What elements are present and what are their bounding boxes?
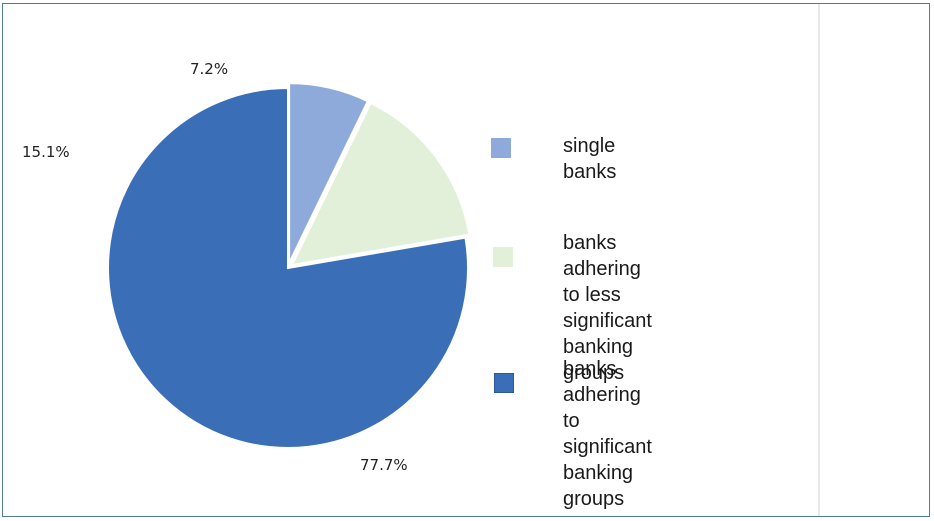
slice-label-single-banks: 7.2% xyxy=(190,60,229,78)
pie-slice-single-banks xyxy=(288,82,370,264)
slice-label-less-significant: 15.1% xyxy=(22,143,70,161)
pie-slice-less-significant xyxy=(290,101,471,267)
background-divider xyxy=(818,4,820,516)
pie-slice-significant xyxy=(107,86,469,449)
slice-label-significant: 77.7% xyxy=(360,456,408,474)
